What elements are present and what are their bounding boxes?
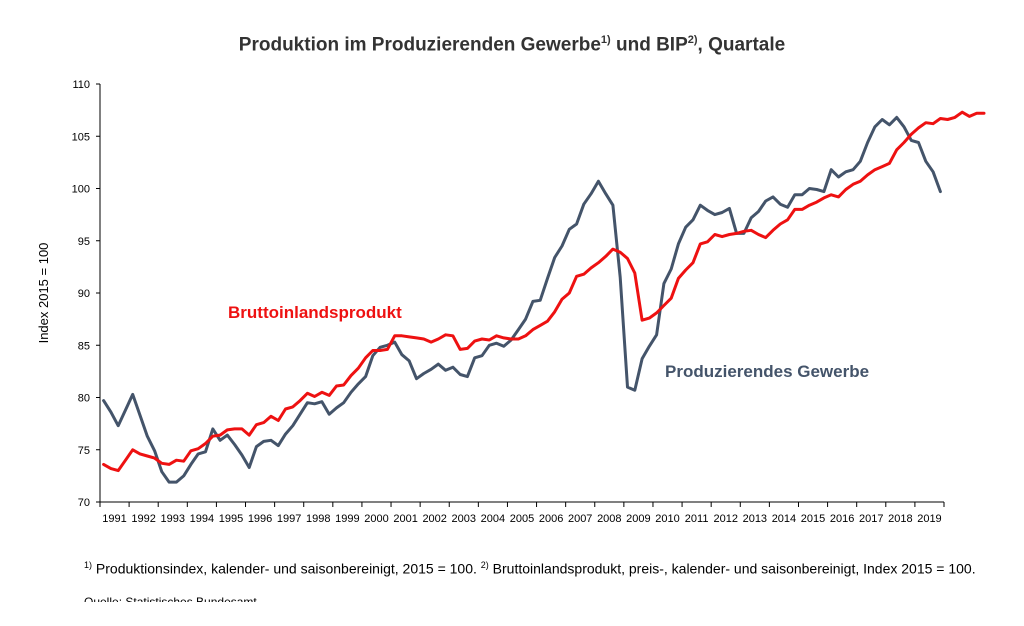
title-mid: und BIP xyxy=(610,34,688,56)
x-tick-label: 2014 xyxy=(772,513,796,525)
y-tick-label: 110 xyxy=(72,79,90,91)
x-tick-label: 2001 xyxy=(393,513,417,525)
x-tick-label: 2002 xyxy=(422,513,446,525)
x-tick-label: 1991 xyxy=(102,513,126,525)
y-tick-label: 85 xyxy=(78,340,90,352)
y-tick-label: 95 xyxy=(78,236,90,248)
x-tick-label: 1993 xyxy=(161,513,185,525)
x-tick-label: 2010 xyxy=(655,513,679,525)
x-tick-label: 1997 xyxy=(277,513,301,525)
x-tick-label: 2018 xyxy=(888,513,912,525)
x-tick-label: 2012 xyxy=(713,513,737,525)
title-end: , Quartale xyxy=(697,34,786,56)
y-tick-label: 75 xyxy=(78,445,90,457)
footnote-sup-2: 2) xyxy=(480,560,489,570)
x-tick-label: 2007 xyxy=(568,513,592,525)
footnote-text-1: Produktionsindex, kalender- und saisonbe… xyxy=(92,560,481,577)
x-tick-label: 2004 xyxy=(481,513,505,525)
x-tick-label: 1995 xyxy=(219,513,243,525)
label-bruttoinlandsprodukt: Bruttoinlandsprodukt xyxy=(228,303,402,322)
y-axis-label: Index 2015 = 100 xyxy=(36,243,51,344)
y-tick-label: 100 xyxy=(72,184,90,196)
y-tick-label: 80 xyxy=(78,393,90,405)
title-sup-1: 1) xyxy=(600,34,611,46)
x-tick-label: 1998 xyxy=(306,513,330,525)
x-tick-label: 2011 xyxy=(685,513,709,525)
x-tick-label: 2017 xyxy=(859,513,883,525)
footnote-text-2: Bruttoinlandsprodukt, preis-, kalender- … xyxy=(488,560,976,577)
x-tick-label: 1999 xyxy=(335,513,359,525)
x-tick-label: 2006 xyxy=(539,513,563,525)
x-tick-label: 2008 xyxy=(597,513,621,525)
x-tick-label: 2009 xyxy=(626,513,650,525)
x-axis: 1991 1992 1993 1994 1995 1996 1997 1998 1999 2000… xyxy=(99,501,945,525)
x-tick-label: 2016 xyxy=(830,513,854,525)
footnote: 1) Produktionsindex, kalender- und saiso… xyxy=(84,556,984,579)
x-tick-label: 2005 xyxy=(510,513,534,525)
series-line-produzierendes-gewerbe xyxy=(102,115,942,484)
series-line-bip xyxy=(102,110,986,473)
x-tick-label: 1992 xyxy=(131,513,155,525)
y-axis: 70 75 80 85 90 95 100 105 110 Index 2015 = 100 xyxy=(36,79,101,509)
x-tick-label: 2003 xyxy=(452,513,476,525)
x-tick-label: 2013 xyxy=(743,513,767,525)
annotation-group: Bruttoinlandsprodukt Produzierendes Gewer… xyxy=(228,303,869,381)
x-tick-label: 1994 xyxy=(190,513,214,525)
footnote-sup-1: 1) xyxy=(84,560,93,570)
x-tick-label: 1996 xyxy=(248,513,272,525)
series-group xyxy=(102,110,986,484)
source-note: Quelle: Statistisches Bundesamt xyxy=(84,596,257,602)
line-chart: 70 75 80 85 90 95 100 105 110 Index 2015 = 100 19… xyxy=(36,79,986,525)
y-tick-label: 70 xyxy=(78,497,90,509)
title-sup-2: 2) xyxy=(687,34,698,46)
x-tick-label: 2019 xyxy=(917,513,941,525)
y-tick-label: 105 xyxy=(72,131,90,143)
x-tick-label: 2015 xyxy=(801,513,825,525)
label-produzierendes-gewerbe: Produzierendes Gewerbe xyxy=(665,362,869,381)
x-tick-label: 2000 xyxy=(364,513,388,525)
title-main: Produktion im Produzierenden Gewerbe xyxy=(238,34,601,56)
chart-title: Produktion im Produzierenden Gewerbe1) u… xyxy=(0,34,1024,56)
y-tick-label: 90 xyxy=(78,288,90,300)
